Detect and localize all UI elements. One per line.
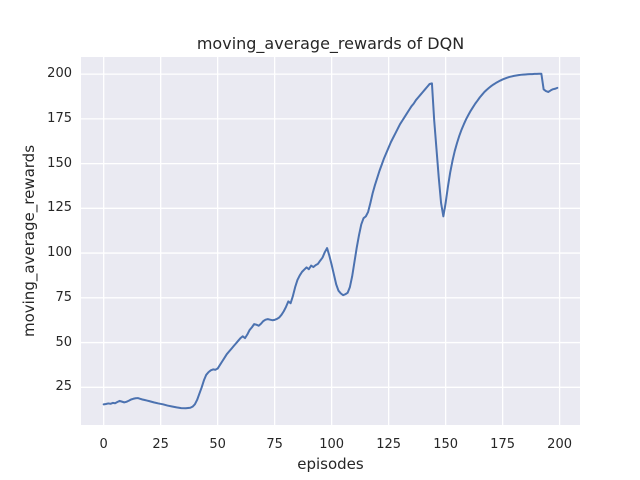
x-tick-label: 75: [266, 437, 283, 452]
y-tick-label: 50: [55, 334, 72, 350]
plot-area: [81, 57, 580, 425]
x-tick-label: 125: [376, 437, 402, 452]
y-tick-label: 125: [47, 200, 72, 216]
y-tick-label: 200: [47, 66, 72, 82]
x-tick-label: 50: [209, 437, 226, 452]
x-tick-label: 150: [433, 437, 459, 452]
x-tick-label: 175: [490, 437, 515, 452]
y-axis-label: moving_average_rewards: [20, 144, 38, 338]
reward-line: [102, 72, 559, 410]
x-tick-label: 200: [547, 437, 572, 452]
x-axis-label: episodes: [297, 455, 364, 473]
chart-title: moving_average_rewards of DQN: [196, 34, 465, 53]
x-tick-label: 25: [152, 437, 169, 452]
y-tick-label: 150: [47, 155, 72, 171]
y-tick-label: 25: [55, 379, 72, 395]
x-tick-label: 0: [99, 437, 108, 452]
y-tick-label: 175: [47, 110, 72, 126]
y-tick-label: 100: [47, 245, 72, 261]
x-tick-label: 100: [319, 437, 345, 452]
y-tick-label: 75: [55, 289, 72, 305]
